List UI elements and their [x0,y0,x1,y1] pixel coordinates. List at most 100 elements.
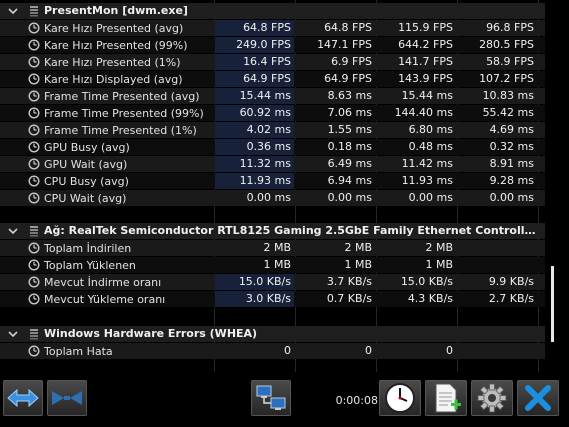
current-value: 64.8 FPS [215,20,294,36]
average-value [458,240,537,256]
sensor-label: Toplam İndirilen [44,242,132,255]
gear-icon [477,383,507,413]
sensor-label: Kare Hızı Displayed (avg) [44,73,183,86]
min-value: 0.00 ms [327,191,372,204]
max-value: 0 [446,344,453,357]
average-value: 10.83 ms [482,89,534,102]
clock-gauge-icon [28,293,40,305]
max-value: 141.7 FPS [398,55,453,68]
max-value: 644.2 FPS [398,38,453,51]
clock-gauge-icon [28,141,40,153]
network-computers-button[interactable] [251,380,291,416]
clock-gauge-icon [28,73,40,85]
current-value: 249.0 FPS [215,37,294,53]
sensor-row[interactable]: Mevcut İndirme oranı 15.0 KB/s 3.7 KB/s 15.… [0,274,545,291]
clock-gauge-icon [28,124,40,136]
sensor-row[interactable]: Kare Hızı Displayed (avg) 64.9 FPS 64.9 FP… [0,71,545,88]
current-value: 0 [284,344,291,357]
left-right-arrows-icon [7,388,39,408]
sensor-row[interactable]: Kare Hızı Presented (99%) 249.0 FPS 147.1 … [0,37,545,54]
average-value: 58.9 FPS [486,55,534,68]
sensor-row[interactable]: Kare Hızı Presented (1%) 16.4 FPS 6.9 FPS 1… [0,54,545,71]
min-value: 8.63 ms [327,89,372,102]
sensor-label: Toplam Hata [44,345,113,358]
min-value: 1.55 ms [327,123,372,136]
current-value: 2 MB [263,241,291,254]
scrollbar-thumb[interactable] [551,266,554,342]
max-value: 11.42 ms [401,157,453,170]
min-value: 2 MB [344,241,372,254]
sensor-row[interactable]: Frame Time Presented (1%) 4.02 ms 1.55 ms 6… [0,122,545,139]
average-value: 96.8 FPS [486,21,534,34]
log-file-button[interactable] [425,380,467,416]
nav-arrows-button[interactable] [3,380,43,416]
max-value: 144.40 ms [394,106,453,119]
average-value: 4.69 ms [489,123,534,136]
min-value: 64.8 FPS [324,21,372,34]
average-value: 280.5 FPS [479,38,534,51]
sensor-row[interactable]: GPU Busy (avg) 0.36 ms 0.18 ms 0.48 ms 0.32 … [0,139,545,156]
sensor-row[interactable]: Frame Time Presented (99%) 60.92 ms 7.06 m… [0,105,545,122]
sensor-label: Frame Time Presented (99%) [44,107,204,120]
max-value: 15.0 KB/s [400,275,453,288]
clock-gauge-icon [28,175,40,187]
collapse-arrows-button[interactable] [47,380,87,416]
sensor-row[interactable]: Kare Hızı Presented (avg) 64.8 FPS 64.8 FP… [0,20,545,37]
chevron-down-icon[interactable] [7,5,19,17]
average-value: 9.28 ms [489,174,534,187]
max-value: 4.3 KB/s [407,292,453,305]
min-value: 0.7 KB/s [326,292,372,305]
min-value: 6.49 ms [327,157,372,170]
max-value: 6.80 ms [408,123,453,136]
sensor-row[interactable]: CPU Wait (avg) 0.00 ms 0.00 ms 0.00 ms 0.00 … [0,190,545,207]
settings-button[interactable] [471,380,513,416]
sensor-list: PresentMon [dwm.exe] Ağ: RealTek Semicon… [0,0,545,372]
clock-gauge-icon [28,242,40,254]
clock-button[interactable] [379,380,421,416]
chevron-down-icon[interactable] [7,225,19,237]
average-value: 0.32 ms [489,140,534,153]
sensor-label: GPU Wait (avg) [44,158,128,171]
average-value [458,257,537,273]
sensor-label: Kare Hızı Presented (99%) [44,39,188,52]
average-value: 8.91 ms [489,157,534,170]
sensor-label: Mevcut İndirme oranı [44,276,162,289]
current-value: 11.93 ms [215,173,294,189]
current-value: 15.44 ms [215,88,294,104]
current-value: 60.92 ms [215,105,294,121]
current-value: 16.4 FPS [215,54,294,70]
sensor-row[interactable]: Mevcut Yükleme oranı 3.0 KB/s 0.7 KB/s 4.3 … [0,291,545,308]
chevron-down-icon[interactable] [7,328,19,340]
sensor-row[interactable]: Toplam Hata 0 0 0 [0,343,545,360]
min-value: 0.18 ms [327,140,372,153]
section-header-network[interactable]: Ağ: RealTek Semiconductor RTL8125 Gaming… [0,223,545,240]
clock-gauge-icon [28,107,40,119]
average-value: 2.7 KB/s [488,292,534,305]
sensor-row[interactable]: GPU Wait (avg) 11.32 ms 6.49 ms 11.42 ms 8.9… [0,156,545,173]
section-header-presentmon[interactable]: PresentMon [dwm.exe] [0,3,545,20]
current-value: 1 MB [263,258,291,271]
vertical-scrollbar[interactable] [545,0,569,372]
clock-gauge-icon [28,56,40,68]
min-value: 6.9 FPS [331,55,372,68]
min-value: 0 [365,344,372,357]
max-value: 11.93 ms [401,174,453,187]
sensor-label: Toplam Yüklenen [44,259,136,272]
sensor-label: CPU Busy (avg) [44,175,129,188]
min-value: 64.9 FPS [324,72,372,85]
section-header-whea[interactable]: Windows Hardware Errors (WHEA) [0,326,545,343]
sensor-label: Kare Hızı Presented (avg) [44,22,184,35]
current-value: 0.36 ms [215,139,294,155]
close-icon [525,385,551,411]
section-title: Ağ: RealTek Semiconductor RTL8125 Gaming… [44,224,539,237]
close-button[interactable] [517,380,559,416]
current-value: 11.32 ms [215,156,294,172]
sensor-row[interactable]: Toplam İndirilen 2 MB 2 MB 2 MB [0,240,545,257]
sensor-label: CPU Wait (avg) [44,192,127,205]
clock-icon [385,383,415,413]
clock-gauge-icon [28,192,40,204]
sensor-row[interactable]: Toplam Yüklenen 1 MB 1 MB 1 MB [0,257,545,274]
max-value: 15.44 ms [401,89,453,102]
sensor-row[interactable]: CPU Busy (avg) 11.93 ms 6.94 ms 11.93 ms 9.2… [0,173,545,190]
sensor-row[interactable]: Frame Time Presented (avg) 15.44 ms 8.63 m… [0,88,545,105]
